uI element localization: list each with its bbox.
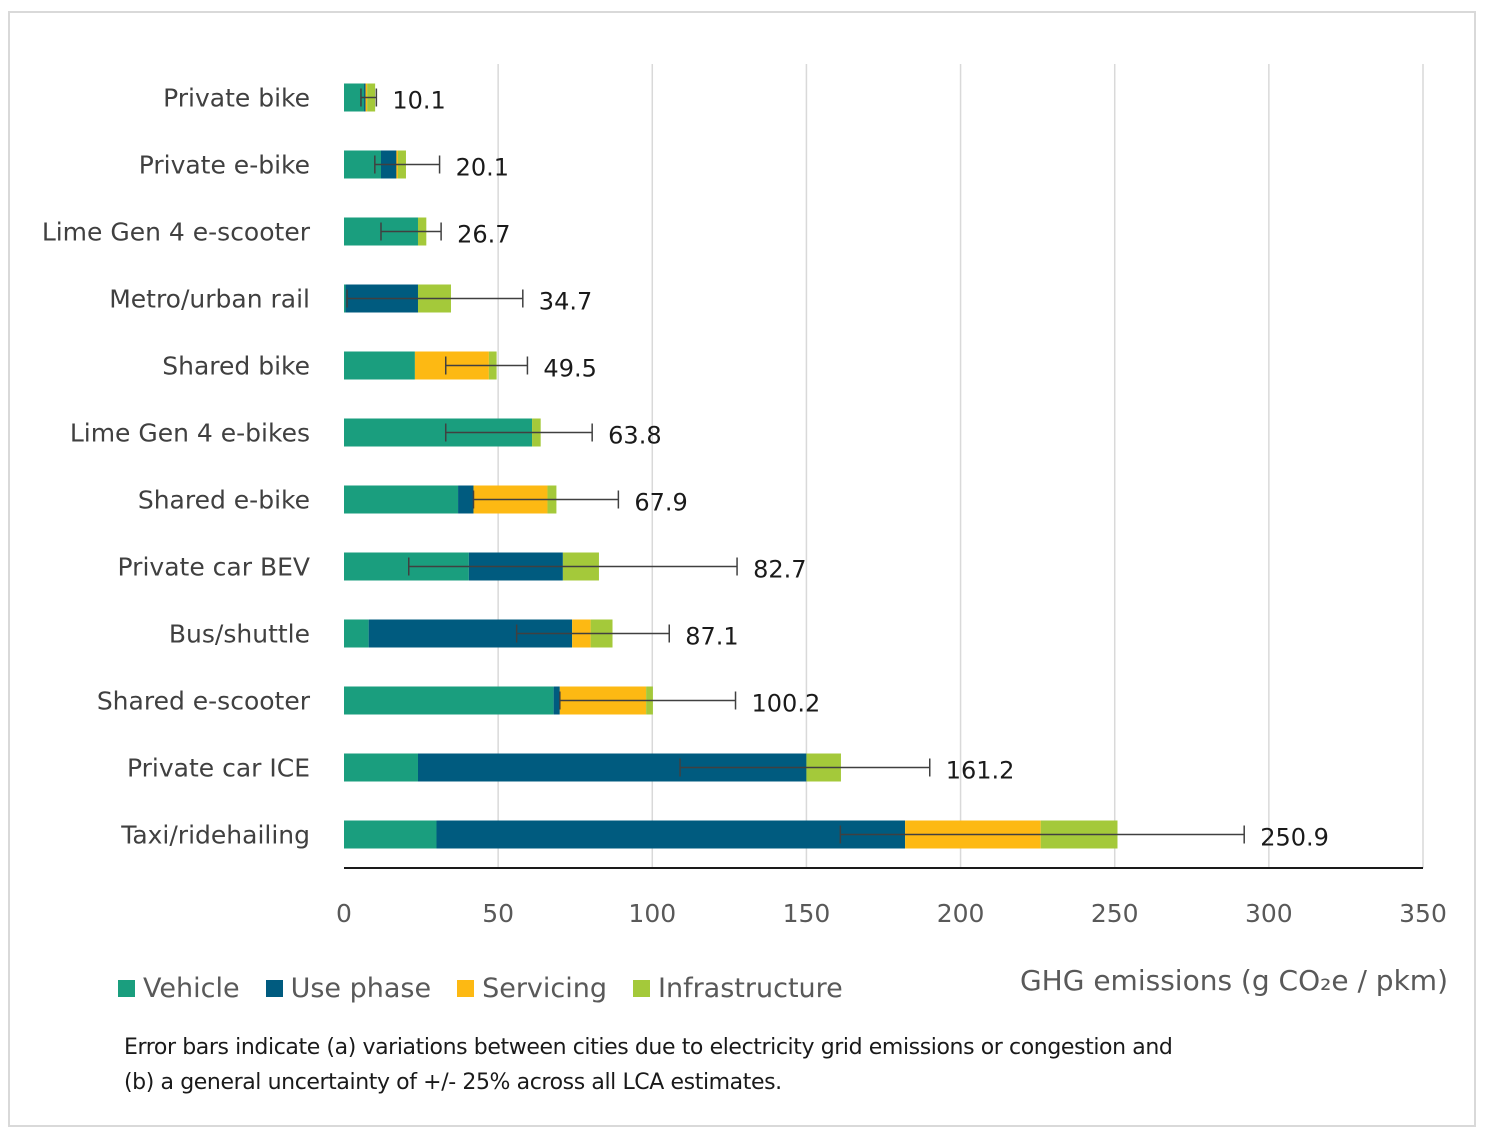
legend-item-infrastructure: Infrastructure <box>633 973 843 1004</box>
x-tick-label: 150 <box>783 899 831 928</box>
total-label: 87.1 <box>685 623 738 651</box>
legend-label: Vehicle <box>143 972 240 1004</box>
total-label: 82.7 <box>753 556 806 584</box>
error-bar <box>360 88 378 107</box>
x-tick-label: 200 <box>937 899 985 928</box>
footnote-line-2: (b) a general uncertainty of +/- 25% acr… <box>124 1070 782 1095</box>
category-label: Shared e-bike <box>138 486 310 515</box>
total-label: 63.8 <box>608 422 661 450</box>
footnote-line-1: Error bars indicate (a) variations betwe… <box>124 1035 1173 1060</box>
x-tick-label: 0 <box>336 899 352 928</box>
bar-segment-vehicle <box>344 686 554 715</box>
error-bar <box>407 557 738 576</box>
x-tick-label: 350 <box>1399 899 1447 928</box>
bar-segment-use-phase <box>553 686 560 715</box>
category-label: Metro/urban rail <box>109 285 310 314</box>
category-label: Bus/shuttle <box>169 620 310 649</box>
x-tick-label: 300 <box>1245 899 1293 928</box>
legend-label: Infrastructure <box>658 972 843 1004</box>
category-label: Taxi/ridehailing <box>120 821 310 850</box>
total-label: 250.9 <box>1260 824 1329 852</box>
error-bar <box>472 490 620 509</box>
legend-swatch <box>633 979 650 997</box>
category-label: Private car BEV <box>118 553 310 582</box>
x-tick-label: 250 <box>1091 899 1139 928</box>
bar-segment-use-phase <box>458 485 474 514</box>
bar-segment-vehicle <box>344 753 418 782</box>
legend-label: Servicing <box>482 972 607 1004</box>
legend-item-vehicle: Vehicle <box>118 973 240 1004</box>
error-bar <box>679 758 931 777</box>
chart-frame <box>8 11 1476 1127</box>
bar-segment-use-phase <box>436 820 906 849</box>
bars <box>344 83 1118 849</box>
legend: Vehicle Use phase Servicing Infrastructure <box>118 968 843 1008</box>
error-bar <box>839 825 1245 844</box>
category-labels: Private bike Private e-bike Lime Gen 4 e-s… <box>42 84 311 850</box>
total-label: 34.7 <box>539 288 592 316</box>
category-label: Lime Gen 4 e-scooter <box>42 218 311 247</box>
error-bar <box>515 624 670 643</box>
error-bar <box>374 155 441 174</box>
category-label: Private e-bike <box>139 151 310 180</box>
bar-segment-vehicle <box>344 284 346 313</box>
total-labels: 10.1 20.1 26.7 34.7 49.5 63.8 67.9 82.7 87.1 100.… <box>392 87 1329 852</box>
total-label: 161.2 <box>946 757 1015 785</box>
total-label: 10.1 <box>392 87 445 115</box>
total-label: 20.1 <box>456 154 509 182</box>
x-axis-title: GHG emissions (g CO₂e / pkm) <box>1019 964 1448 997</box>
legend-swatch <box>457 979 475 997</box>
legend-item-use-phase: Use phase <box>265 972 432 1004</box>
x-tick-label: 100 <box>628 899 676 928</box>
gridlines <box>497 64 1424 868</box>
error-bars <box>346 88 1245 844</box>
legend-swatch <box>118 979 135 997</box>
bar-segment-vehicle <box>344 83 365 112</box>
legend-swatch <box>265 979 283 997</box>
total-label: 100.2 <box>752 690 821 718</box>
legend-label: Use phase <box>290 972 432 1004</box>
category-label: Private car ICE <box>127 754 310 783</box>
total-label: 26.7 <box>457 221 510 249</box>
category-label: Shared e-scooter <box>97 687 311 716</box>
total-label: 67.9 <box>634 489 687 517</box>
error-bar <box>346 289 524 308</box>
bar-segment-vehicle <box>344 485 459 514</box>
footnote: Error bars indicate (a) variations betwe… <box>124 1030 1374 1100</box>
bar-segment-vehicle <box>344 351 415 380</box>
error-bar <box>380 222 442 241</box>
bar-segment-vehicle <box>344 820 437 849</box>
bar-segment-vehicle <box>344 619 369 648</box>
x-tick-labels: 0 50 100 150 200 250 300 350 <box>336 899 1447 928</box>
error-bar <box>559 691 737 710</box>
error-bar <box>444 423 593 442</box>
stacked-bar-chart: Private bike Private e-bike Lime Gen 4 e-s… <box>42 64 1447 928</box>
category-label: Shared bike <box>162 352 310 381</box>
category-label: Lime Gen 4 e-bikes <box>70 419 310 448</box>
error-bar <box>444 356 529 375</box>
total-label: 49.5 <box>543 355 596 383</box>
category-label: Private bike <box>163 84 310 113</box>
legend-item-servicing: Servicing <box>457 973 607 1004</box>
x-tick-label: 50 <box>482 899 514 928</box>
